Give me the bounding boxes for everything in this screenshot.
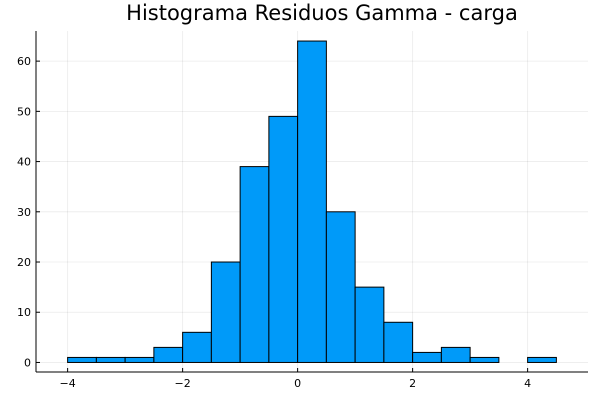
y-tick-label: 10 xyxy=(17,306,31,319)
histogram-bar xyxy=(412,351,442,363)
y-tick-label: 60 xyxy=(17,55,31,68)
y-tick-label: 30 xyxy=(17,206,31,219)
histogram-bar xyxy=(354,286,385,363)
histogram-bar xyxy=(268,115,299,363)
chart-title: Histograma Residuos Gamma - carga xyxy=(126,1,518,25)
histogram-bar xyxy=(153,346,184,363)
x-tick-label: 2 xyxy=(409,377,416,390)
histogram-bar xyxy=(383,321,414,363)
histogram-bar xyxy=(469,356,500,363)
y-tick-label: 50 xyxy=(17,105,31,118)
axes-layer xyxy=(35,31,588,373)
y-tick-label: 40 xyxy=(17,156,31,169)
x-tick-label: 0 xyxy=(294,377,301,390)
histogram-bar xyxy=(210,261,241,363)
histogram-bar xyxy=(325,211,356,363)
y-tick-label: 0 xyxy=(24,356,31,369)
histogram-bar xyxy=(440,346,471,363)
histogram-bar xyxy=(67,356,97,363)
histogram-bar xyxy=(182,331,212,363)
histogram-bar xyxy=(95,356,126,363)
x-tick-label: −2 xyxy=(175,377,191,390)
x-tick-label: −4 xyxy=(60,377,76,390)
bars-layer xyxy=(67,40,557,363)
histogram-bar xyxy=(527,356,557,363)
histogram-bar xyxy=(239,166,270,363)
histogram-bar xyxy=(124,356,155,363)
histogram-bar xyxy=(297,40,327,363)
y-tick-label: 20 xyxy=(17,256,31,269)
x-tick-label: 4 xyxy=(524,377,531,390)
